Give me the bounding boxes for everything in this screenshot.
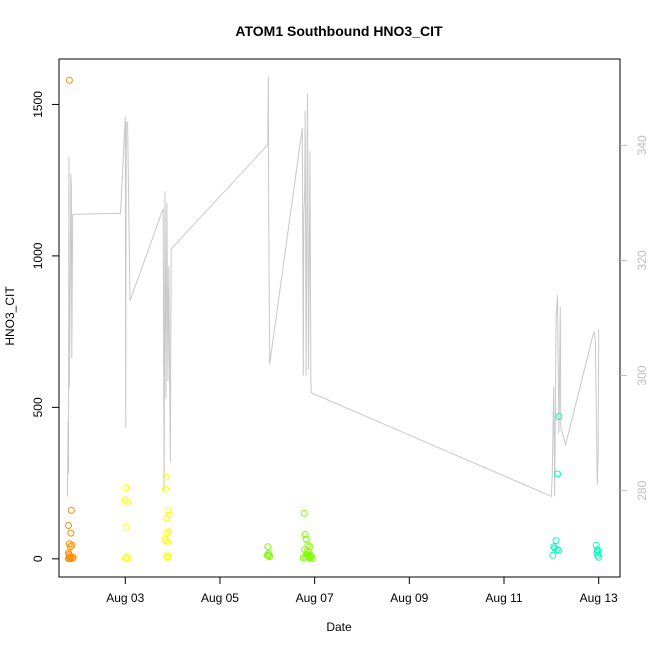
plot-frame: [58, 58, 621, 578]
plot-area: Aug 03 Aug 05 Aug 07 Aug 09 Aug 11 Aug 13 0 500…: [31, 58, 649, 605]
data-point: [68, 541, 76, 549]
data-point: [122, 523, 130, 531]
data-point: [164, 552, 172, 560]
data-point: [552, 537, 560, 545]
data-point: [595, 553, 603, 561]
data-point: [67, 506, 75, 514]
data-point: [121, 554, 129, 562]
y2-tick-label: 320: [635, 250, 649, 270]
data-point: [67, 529, 75, 537]
data-point: [162, 473, 170, 481]
x-tick-label: Aug 07: [296, 591, 334, 605]
data-point: [122, 484, 130, 492]
data-point: [299, 554, 307, 562]
data-point: [69, 553, 77, 561]
y2-tick-label: 280: [635, 480, 649, 500]
secondary-series-line: [67, 76, 600, 498]
data-point: [163, 529, 171, 537]
data-point: [554, 470, 561, 478]
y-axis-label: HNO3_CIT: [3, 286, 17, 346]
data-point: [162, 485, 169, 493]
y2-tick-label: 300: [635, 365, 649, 385]
x-tick-label: Aug 09: [390, 591, 428, 605]
x-tick-label: Aug 05: [201, 591, 239, 605]
data-point: [66, 555, 74, 563]
data-point: [65, 522, 72, 529]
data-point: [65, 76, 73, 84]
data-point: [266, 552, 274, 560]
y-tick-label: 1000: [31, 242, 45, 269]
x-tick-label: Aug 03: [106, 591, 144, 605]
x-tick-label: Aug 13: [580, 591, 618, 605]
y2-tick-label: 340: [635, 135, 649, 155]
x-tick-label: Aug 11: [485, 591, 522, 605]
chart-title: ATOM1 Southbound HNO3_CIT: [235, 23, 443, 39]
data-point: [265, 549, 273, 557]
data-point: [66, 543, 74, 551]
data-point: [306, 554, 314, 562]
y-tick-label: 0: [31, 555, 45, 562]
data-point: [163, 553, 171, 561]
data-point: [555, 413, 563, 420]
data-point: [592, 541, 600, 549]
data-point: [164, 538, 172, 546]
data-point: [308, 555, 316, 562]
data-point: [264, 543, 272, 551]
data-point: [165, 528, 173, 536]
data-point: [124, 499, 132, 507]
data-point: [300, 509, 308, 517]
data-point: [164, 506, 172, 514]
y-tick-label: 1500: [31, 91, 45, 118]
data-point: [549, 551, 557, 559]
data-point: [302, 535, 310, 543]
y-tick-label: 500: [31, 397, 45, 417]
data-point: [162, 537, 170, 545]
data-point: [163, 514, 170, 522]
data-point: [301, 531, 309, 539]
data-point: [124, 554, 132, 562]
data-point: [555, 546, 562, 554]
x-axis-label: Date: [326, 620, 352, 634]
